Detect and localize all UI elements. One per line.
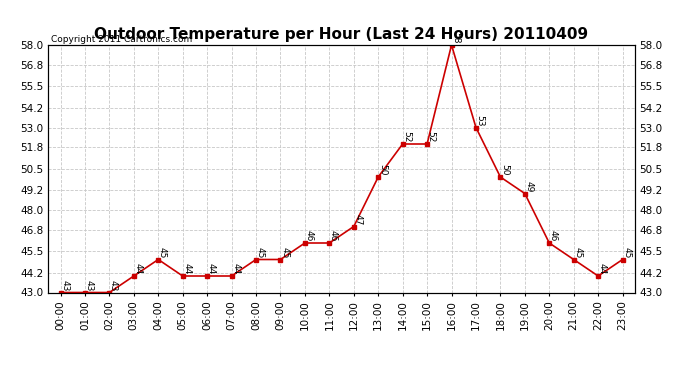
Text: 50: 50 [500, 164, 509, 176]
Text: 44: 44 [182, 263, 191, 274]
Title: Outdoor Temperature per Hour (Last 24 Hours) 20110409: Outdoor Temperature per Hour (Last 24 Ho… [95, 27, 589, 42]
Text: 45: 45 [280, 247, 289, 258]
Text: 53: 53 [475, 115, 484, 126]
Text: 58: 58 [451, 32, 460, 44]
Text: Copyright 2011 Cartronics.com: Copyright 2011 Cartronics.com [51, 35, 193, 44]
Text: 52: 52 [402, 131, 411, 142]
Text: 44: 44 [133, 263, 143, 274]
Text: 44: 44 [231, 263, 240, 274]
Text: 46: 46 [304, 230, 313, 242]
Text: 45: 45 [622, 247, 631, 258]
Text: 44: 44 [207, 263, 216, 274]
Text: 43: 43 [60, 280, 69, 291]
Text: 45: 45 [573, 247, 582, 258]
Text: 46: 46 [549, 230, 558, 242]
Text: 50: 50 [378, 164, 387, 176]
Text: 49: 49 [524, 181, 533, 192]
Text: 47: 47 [353, 214, 362, 225]
Text: 52: 52 [426, 131, 436, 142]
Text: 46: 46 [329, 230, 338, 242]
Text: 44: 44 [598, 263, 607, 274]
Text: 45: 45 [158, 247, 167, 258]
Text: 45: 45 [256, 247, 265, 258]
Text: 43: 43 [85, 280, 94, 291]
Text: 43: 43 [109, 280, 118, 291]
